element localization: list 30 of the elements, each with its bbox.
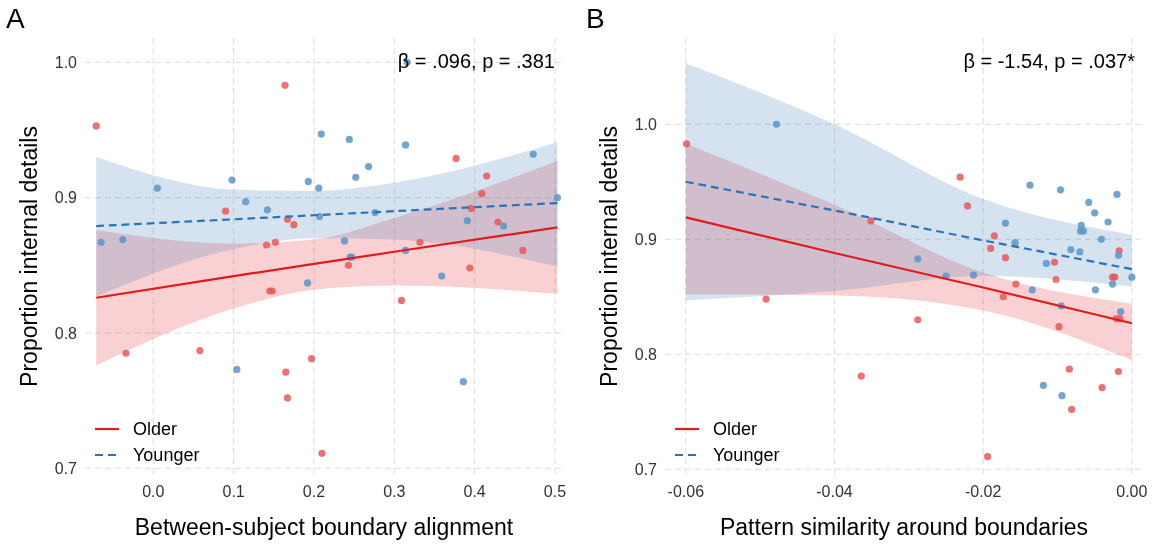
legend-label: Older <box>713 419 758 440</box>
y-axis-title: Proportion internal details <box>596 126 622 387</box>
x-tick-label: 0.00 <box>1116 483 1148 500</box>
x-tick-label: -0.06 <box>667 483 705 500</box>
x-tick-label: 0.4 <box>463 483 486 500</box>
x-tick-label: 0.5 <box>543 483 567 500</box>
y-tick-label: 0.7 <box>54 459 78 477</box>
chart-title: A <box>6 3 25 34</box>
legend-label: Older <box>133 419 178 440</box>
y-tick-label: 0.9 <box>54 189 78 207</box>
x-tick-label: 0.3 <box>383 483 406 500</box>
y-tick-label: 1.0 <box>54 53 78 71</box>
y-tick-label: 1.0 <box>634 115 658 133</box>
legend-label: Younger <box>713 445 780 466</box>
annotation: β = -1.54, p = .037* <box>963 50 1136 72</box>
y-tick-label: 0.8 <box>54 324 78 342</box>
x-tick-label: 0.2 <box>302 483 326 500</box>
annotation: β = .096, p = .381 <box>397 50 555 72</box>
y-axis-title: Proportion internal details <box>16 126 42 387</box>
x-axis-title: Between-subject boundary alignment <box>134 514 514 540</box>
x-axis-title: Pattern similarity around boundaries <box>719 514 1089 540</box>
legend-label: Younger <box>133 445 200 466</box>
y-tick-label: 0.9 <box>634 230 658 248</box>
x-tick-label: -0.04 <box>816 483 853 500</box>
y-tick-label: 0.8 <box>634 345 658 363</box>
chart-title: B <box>586 3 605 34</box>
x-tick-label: 0.1 <box>222 483 245 500</box>
x-tick-label: 0.0 <box>142 483 165 500</box>
x-tick-label: -0.02 <box>964 483 1002 500</box>
y-tick-label: 0.7 <box>634 460 658 478</box>
